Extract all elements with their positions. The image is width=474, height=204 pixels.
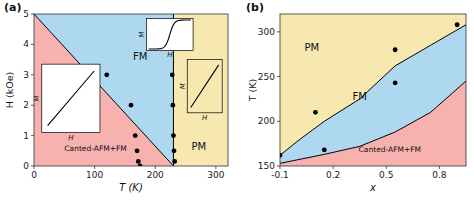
data-point: [172, 148, 177, 153]
panel-title: (a): [4, 1, 21, 14]
inset-ylabel: M: [179, 83, 187, 89]
x-tick: [155, 166, 156, 169]
inset-ylabel: M: [138, 31, 146, 37]
data-point: [133, 133, 138, 138]
inset-xlabel: H: [202, 114, 208, 122]
y-tick: [277, 121, 280, 122]
plot-frame: [34, 14, 228, 166]
figure: HMHMHMCanted-AFM+FMFMPM0100200300012345T…: [0, 0, 474, 204]
data-point: [129, 103, 134, 108]
inset-curve: [191, 65, 219, 108]
inset-frame: [187, 60, 222, 113]
region-label: PM: [305, 42, 320, 53]
inset-xlabel: H: [167, 51, 173, 59]
inset-ylabel: M: [33, 95, 41, 101]
y-tick-label: 5: [23, 9, 29, 19]
y-tick-label: 300: [258, 27, 275, 37]
data-point: [135, 148, 140, 153]
inset: HM: [33, 64, 100, 141]
y-tick: [31, 74, 34, 75]
plot-area: [280, 14, 466, 166]
x-tick: [386, 166, 387, 169]
y-tick-label: 1: [23, 131, 29, 141]
phase-boundary: [280, 81, 466, 163]
y-tick: [277, 76, 280, 77]
y-axis-label: H (kOe): [4, 72, 15, 108]
x-tick-label: -0.1: [271, 170, 289, 180]
data-point: [171, 133, 176, 138]
x-tick-label: 0.5: [379, 170, 393, 180]
x-tick-label: 0: [31, 170, 37, 180]
data-point: [313, 110, 318, 115]
data-point: [136, 159, 141, 164]
data-point: [104, 72, 109, 77]
data-point: [455, 22, 460, 27]
region-label: PM: [192, 141, 207, 152]
data-point: [322, 148, 327, 153]
y-tick: [277, 166, 280, 167]
inset-xlabel: H: [68, 134, 74, 142]
region-label: FM: [353, 91, 367, 102]
plot-frame: [280, 14, 466, 166]
y-tick-label: 0: [23, 161, 29, 171]
region-label: FM: [133, 51, 147, 62]
y-tick: [277, 31, 280, 32]
x-tick: [94, 166, 95, 169]
y-tick: [31, 44, 34, 45]
y-tick: [31, 14, 34, 15]
x-tick-label: 300: [207, 170, 224, 180]
inset-frame: [147, 19, 194, 51]
x-tick: [215, 166, 216, 169]
y-tick: [31, 135, 34, 136]
x-tick-label: 0.8: [432, 170, 447, 180]
x-tick: [333, 166, 334, 169]
x-tick-label: 200: [147, 170, 164, 180]
y-tick-label: 250: [258, 72, 275, 82]
y-tick: [31, 166, 34, 167]
y-tick-label: 3: [23, 70, 29, 80]
data-point: [170, 72, 175, 77]
data-point: [172, 159, 177, 164]
y-tick: [31, 105, 34, 106]
x-tick-label: 0.2: [326, 170, 340, 180]
inset: HM: [179, 60, 222, 122]
phase-boundary: [280, 25, 466, 156]
data-point: [393, 47, 398, 52]
x-tick: [280, 166, 281, 169]
y-tick-label: 4: [23, 39, 29, 49]
plot-area: [34, 14, 228, 166]
y-tick-label: 150: [258, 161, 275, 171]
region-label: Canted-AFM+FM: [359, 145, 421, 154]
y-tick-label: 2: [23, 100, 29, 110]
panel: HMHMHMCanted-AFM+FMFMPM0100200300012345T…: [4, 1, 229, 193]
data-point: [393, 80, 398, 85]
panel-title: (b): [246, 1, 264, 14]
y-tick-label: 200: [258, 116, 275, 126]
x-axis-label: x: [369, 182, 376, 193]
inset-curve: [48, 71, 95, 126]
region-fill: [280, 81, 466, 166]
y-axis-label: T (K): [247, 79, 258, 102]
x-tick-label: 100: [86, 170, 103, 180]
inset-curve: [149, 20, 191, 49]
panel: PM FM Canted-AFM+FM -0.1 0.2 0.5 0.8 150 200 250 3…: [246, 1, 466, 193]
x-tick: [34, 166, 35, 169]
x-tick: [439, 166, 440, 169]
inset-frame: [42, 64, 100, 132]
data-point: [170, 103, 175, 108]
region-label: Canted-AFM+FM: [64, 144, 126, 153]
x-axis-label: T (K): [119, 182, 143, 193]
